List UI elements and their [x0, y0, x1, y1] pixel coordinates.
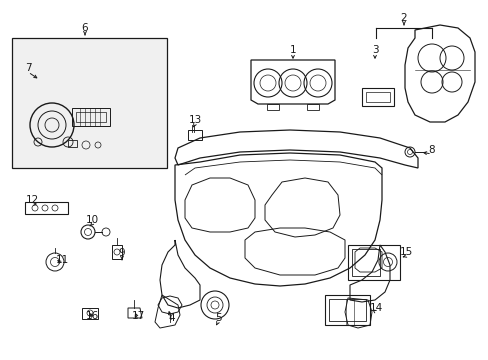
Bar: [306, 104, 318, 110]
Text: 12: 12: [25, 195, 39, 205]
Text: 3: 3: [371, 45, 378, 55]
Text: 5: 5: [214, 313, 221, 323]
Bar: [351, 249, 379, 276]
Text: 11: 11: [55, 255, 68, 265]
Bar: [325, 295, 369, 325]
Text: 16: 16: [85, 311, 99, 321]
Text: 15: 15: [399, 247, 412, 257]
Text: 4: 4: [168, 313, 175, 323]
Text: 1: 1: [289, 45, 296, 55]
Bar: [82, 308, 98, 319]
Bar: [12, 38, 167, 168]
Bar: [347, 245, 399, 280]
Text: 6: 6: [81, 23, 88, 33]
Text: 2: 2: [400, 13, 407, 23]
Text: 7: 7: [24, 63, 31, 73]
Text: 14: 14: [368, 303, 382, 313]
Text: 17: 17: [131, 311, 144, 321]
Text: 8: 8: [428, 145, 434, 155]
Bar: [112, 245, 122, 259]
Bar: [187, 130, 202, 140]
Bar: [365, 92, 389, 102]
Bar: [361, 88, 393, 106]
Bar: [72, 108, 110, 126]
Text: 9: 9: [119, 248, 125, 258]
Bar: [76, 112, 106, 122]
Bar: [68, 140, 77, 147]
Bar: [328, 299, 365, 321]
Bar: [266, 104, 279, 110]
Text: 10: 10: [85, 215, 99, 225]
Text: 13: 13: [188, 115, 201, 125]
